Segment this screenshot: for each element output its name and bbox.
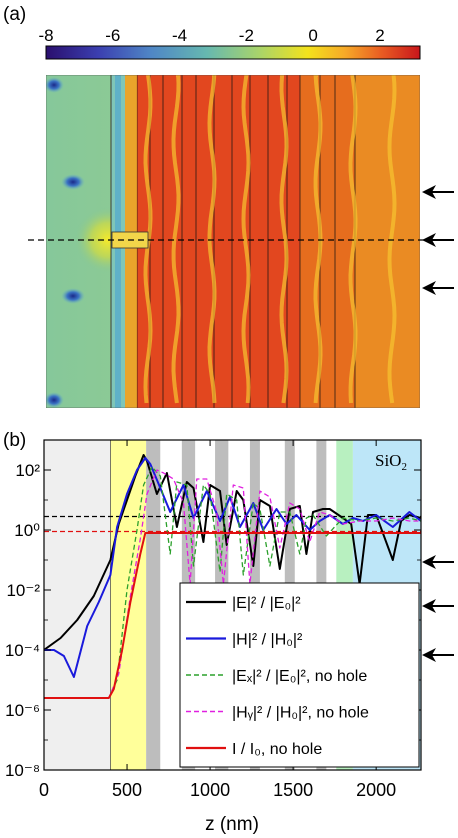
colorbar-tick-label: -2 (239, 26, 254, 45)
y-tick-label: 10² (15, 461, 40, 480)
colorbar-tick-label: 0 (308, 26, 317, 45)
legend: |E|² / |E₀|² |H|² / |H₀|² |Eₓ|² / |E₀|², n… (179, 582, 420, 768)
legend-entry: I / I₀, no hole (232, 741, 322, 758)
field-stripe (143, 75, 153, 404)
field-stripe (348, 75, 358, 404)
y-tick-label: 10⁻⁸ (5, 761, 40, 780)
y-tick-label: 10⁻⁶ (5, 701, 40, 720)
x-tick-label: 1000 (190, 780, 230, 800)
legend-entry: |Eₓ|² / |E₀|², no hole (232, 668, 367, 685)
panel-b-label: (b) (3, 430, 26, 451)
low-field-spot (46, 77, 64, 93)
layer-band (146, 440, 161, 770)
colorbar-tick-label: -8 (38, 26, 53, 45)
arrow-icon (422, 599, 454, 613)
series-line (44, 454, 421, 651)
x-axis-label: z (nm) (205, 814, 259, 835)
arrow-icon (422, 555, 454, 569)
series-line (44, 457, 421, 678)
field-stripe (279, 75, 289, 404)
series-line (44, 532, 421, 699)
field-stripe (171, 75, 181, 404)
arrow-icon (422, 281, 454, 295)
sio2-label: SiO2 (375, 451, 407, 473)
field-stripe (313, 75, 323, 404)
colorbar-tick-label: -6 (105, 26, 120, 45)
arrow-icon (422, 648, 454, 662)
low-field-spot (61, 288, 85, 304)
colorbar-tick-label: -4 (172, 26, 187, 45)
legend-entry: |H|² / |H₀|² (232, 632, 303, 649)
legend-entry: |E|² / |E₀|² (232, 595, 301, 612)
legend-entry: |Hᵧ|² / |H₀|², no hole (232, 705, 369, 722)
arrow-icon (422, 233, 454, 247)
low-field-spot (61, 174, 85, 190)
field-map (46, 75, 420, 408)
side-arrows (422, 555, 454, 662)
sio2-sub: 2 (401, 461, 407, 473)
field-stripe (387, 75, 397, 404)
y-tick-label: 10⁻² (6, 581, 40, 600)
sio2-main: SiO (375, 451, 401, 470)
arrow-icon (422, 185, 454, 199)
colorbar-gradient (45, 45, 421, 60)
field-stripe (241, 75, 251, 404)
incident-arrows (422, 185, 454, 295)
colorbar: -8 -6 -4 -2 0 2 (38, 26, 421, 60)
field-stripe (207, 75, 217, 404)
x-tick-label: 1500 (273, 780, 313, 800)
y-tick-label: 10⁰ (14, 521, 40, 540)
colorbar-tick-label: 2 (375, 26, 384, 45)
y-tick-label: 10⁻⁴ (5, 641, 40, 660)
series-line (44, 466, 421, 699)
low-field-spot (46, 392, 64, 408)
x-tick-label: 2000 (356, 780, 396, 800)
x-tick-label: 0 (39, 780, 49, 800)
panel-a-label: (a) (3, 4, 26, 25)
layer-band (44, 440, 111, 770)
x-tick-label: 500 (112, 780, 142, 800)
